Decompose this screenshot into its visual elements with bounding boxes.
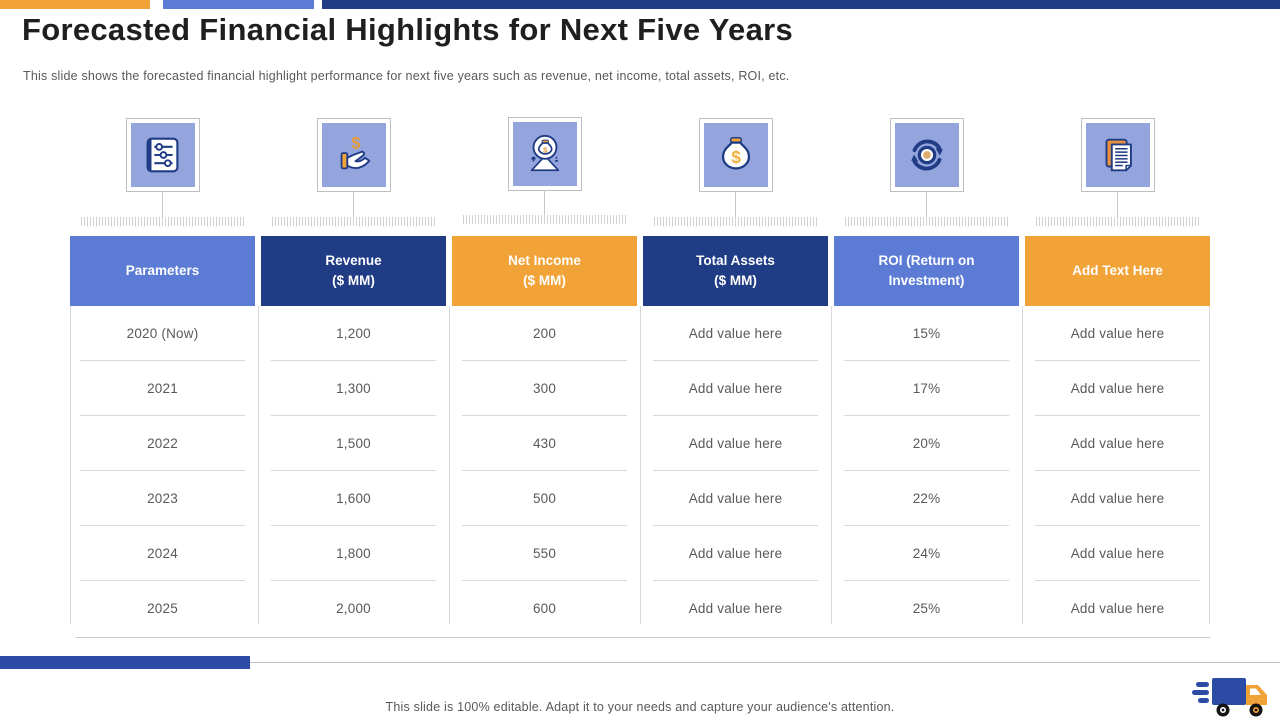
connector-line (162, 192, 163, 217)
table-cell-r4-c1: 1,800 (261, 526, 446, 581)
icon-cell-add-text (1025, 118, 1210, 226)
table-cell-r1-c0: 2021 (70, 361, 255, 416)
table-cell-r4-c5: Add value here (1025, 526, 1210, 581)
ruler-ticks (81, 217, 244, 226)
table-cell-r4-c4: 24% (834, 526, 1019, 581)
hand-receiving-dollar-icon: $ (321, 123, 386, 187)
table-cell-r3-c0: 2023 (70, 471, 255, 526)
column-header-3: Total Assets ($ MM) (643, 236, 828, 306)
table-cell-r4-c3: Add value here (643, 526, 828, 581)
column-header-1: Revenue ($ MM) (261, 236, 446, 306)
logo-truck-icon (1192, 678, 1267, 717)
table-bottom-line (76, 637, 1210, 638)
column-header-5: Add Text Here (1025, 236, 1210, 306)
money-bag-growth-scale-icon: $ (507, 117, 582, 191)
column-header-4: ROI (Return on Investment) (834, 236, 1019, 306)
table-cell-r1-c5: Add value here (1025, 361, 1210, 416)
table-cell-r0-c3: Add value here (643, 306, 828, 361)
table-cell-r0-c0: 2020 (Now) (70, 306, 255, 361)
svg-text:$: $ (543, 146, 548, 155)
footer-divider-line (250, 662, 1280, 663)
ruler-ticks (272, 217, 435, 226)
icon-row: $ $ (70, 117, 1210, 226)
table-cell-r2-c2: 430 (452, 416, 637, 471)
table-cell-r5-c1: 2,000 (336, 601, 371, 616)
table-cell-r2-c3: Add value here (643, 416, 828, 471)
footer-note: This slide is 100% editable. Adapt it to… (385, 700, 895, 714)
money-bag-icon: $ (703, 123, 768, 187)
table-cell-r3-c4: 22% (834, 471, 1019, 526)
top-accent-bar-navy (322, 0, 1280, 9)
table-cell-r2-c4: 20% (834, 416, 1019, 471)
icon-cell-revenue: $ (261, 118, 446, 226)
connector-line (926, 192, 927, 217)
top-accent-bar-blue (163, 0, 314, 9)
connector-line (544, 190, 545, 215)
table-cell-r4-c0: 2024 (70, 526, 255, 581)
table-cell-r0-c4: 15% (834, 306, 1019, 361)
roi-circular-arrows-icon (894, 123, 959, 187)
slide-title: Forecasted Financial Highlights for Next… (22, 12, 794, 47)
table-cell-r4-c2: 550 (452, 526, 637, 581)
table-cell-r5-c0: 2025 (147, 601, 178, 616)
table-cell-r0-c2: 200 (452, 306, 637, 361)
column-header-2: Net Income ($ MM) (452, 236, 637, 306)
table-cell-r5-c5: Add value here (1070, 601, 1165, 616)
documents-icon (1085, 123, 1150, 187)
icon-cell-roi (834, 118, 1019, 226)
table-cell-r5-c3: Add value here (688, 601, 783, 616)
table-cell-r2-c1: 1,500 (261, 416, 446, 471)
footer-accent-bar (0, 656, 250, 669)
column-header-0: Parameters (70, 236, 255, 306)
table-cell-r1-c3: Add value here (643, 361, 828, 416)
connector-line (1117, 192, 1118, 217)
icon-cell-net-income: $ (452, 117, 637, 226)
ruler-ticks (463, 215, 626, 224)
table-cell-r5-c4: 25% (912, 601, 941, 616)
svg-text:$: $ (731, 147, 741, 167)
table-cell-r3-c1: 1,600 (261, 471, 446, 526)
connector-line (353, 192, 354, 217)
sliders-settings-icon (130, 123, 195, 187)
slide-subtitle: This slide shows the forecasted financia… (23, 69, 790, 83)
svg-text:$: $ (351, 134, 360, 152)
table-cell-r0-c1: 1,200 (261, 306, 446, 361)
table-cell-r5-c2: 600 (532, 601, 557, 616)
icon-cell-parameters (70, 118, 255, 226)
table-cell-r3-c2: 500 (452, 471, 637, 526)
table-cell-r1-c2: 300 (452, 361, 637, 416)
ruler-ticks (845, 217, 1008, 226)
table-cell-r3-c3: Add value here (643, 471, 828, 526)
table-cell-r1-c1: 1,300 (261, 361, 446, 416)
table-cell-r1-c4: 17% (834, 361, 1019, 416)
table-cell-r0-c5: Add value here (1025, 306, 1210, 361)
top-accent-bar-orange (0, 0, 150, 9)
ruler-ticks (1036, 217, 1199, 226)
table-header-row: Parameters Revenue ($ MM) Net Income ($ MM… (70, 236, 1210, 306)
icon-cell-total-assets: $ (643, 118, 828, 226)
table-body: 2020 (Now) 1,200 200 Add value here 15% Add v… (70, 306, 1210, 636)
table-cell-r2-c0: 2022 (70, 416, 255, 471)
ruler-ticks (654, 217, 817, 226)
table-cell-r2-c5: Add value here (1025, 416, 1210, 471)
table-cell-r3-c5: Add value here (1025, 471, 1210, 526)
connector-line (735, 192, 736, 217)
